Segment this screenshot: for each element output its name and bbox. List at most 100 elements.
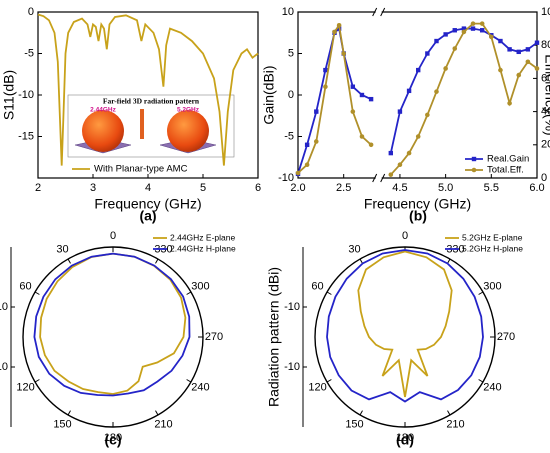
theta-tick xyxy=(326,379,332,383)
legend-label: With Planar-type AMC xyxy=(94,164,188,175)
theta-tick xyxy=(478,291,484,295)
legend-label: Total.Eff. xyxy=(487,165,524,176)
radial-tick-label: -10 xyxy=(284,361,300,373)
marker xyxy=(507,101,512,106)
marker xyxy=(507,47,512,52)
x-tick-label: 4 xyxy=(145,182,151,194)
marker xyxy=(434,89,439,94)
marker xyxy=(397,109,403,114)
legend-label: 2.44GHz H-plane xyxy=(170,243,236,253)
marker xyxy=(443,32,448,37)
radial-tick-label: -10 xyxy=(0,361,8,373)
inset-pattern xyxy=(167,110,209,152)
y2-tick-label: 0 xyxy=(541,172,547,184)
marker xyxy=(406,150,412,156)
marker xyxy=(313,139,319,144)
marker xyxy=(416,67,421,73)
panel-caption: (b) xyxy=(409,208,427,224)
x-tick-label: 2.0 xyxy=(290,182,305,194)
theta-tick-label: 210 xyxy=(446,418,464,430)
marker xyxy=(434,38,439,44)
marker xyxy=(406,88,412,94)
theta-tick-label: 30 xyxy=(348,243,360,255)
theta-tick-label: 270 xyxy=(205,331,223,343)
marker xyxy=(304,162,310,168)
y-axis-label: Radiation pattern (dBi) xyxy=(266,267,282,407)
axis-break xyxy=(372,173,386,183)
theta-tick xyxy=(359,410,363,416)
y-tick-label: 10 xyxy=(282,6,294,18)
polar-frame xyxy=(22,246,204,428)
marker xyxy=(498,38,503,44)
pattern-line xyxy=(39,252,187,395)
marker xyxy=(452,46,458,51)
marker xyxy=(397,162,403,168)
marker xyxy=(295,170,301,176)
theta-tick-label: 60 xyxy=(311,280,323,292)
y-tick-label: -5 xyxy=(284,130,294,142)
theta-tick-label: 150 xyxy=(345,418,363,430)
marker xyxy=(314,109,319,114)
theta-tick xyxy=(186,291,192,295)
radial-tick-label: -10 xyxy=(284,301,300,313)
y2-axis-label: Efficiency(%) xyxy=(542,54,550,135)
y-axis-label: Gain(dBi) xyxy=(261,65,277,124)
axis-break xyxy=(372,7,386,17)
pattern-line xyxy=(326,249,484,403)
theta-tick xyxy=(186,379,192,383)
marker xyxy=(388,150,394,156)
legend-label: 2.44GHz E-plane xyxy=(170,232,235,242)
marker xyxy=(388,172,394,177)
marker xyxy=(323,84,328,89)
marker xyxy=(425,51,430,56)
marker xyxy=(350,84,356,89)
marker xyxy=(415,134,421,139)
x-tick-label: 2.5 xyxy=(336,182,351,194)
inset-pattern xyxy=(82,110,124,152)
legend-label: 5.2GHz E-plane xyxy=(462,232,523,242)
inset-colorbar xyxy=(140,109,144,139)
y2-tick-label: 100 xyxy=(541,6,550,18)
marker xyxy=(359,92,365,98)
legend-marker xyxy=(471,167,477,173)
theta-tick xyxy=(447,410,451,416)
polar-frame xyxy=(314,246,496,428)
marker xyxy=(368,142,374,148)
y-tick-label: 0 xyxy=(288,89,294,101)
theta-tick-label: 300 xyxy=(191,280,209,292)
theta-tick-label: 210 xyxy=(154,418,172,430)
theta-tick-label: 150 xyxy=(53,418,71,430)
marker xyxy=(479,28,485,33)
pattern-line xyxy=(357,250,453,398)
theta-tick-label: 0 xyxy=(110,230,116,242)
theta-tick-label: 300 xyxy=(483,280,501,292)
theta-tick xyxy=(326,291,332,295)
marker xyxy=(452,28,457,33)
theta-tick-label: 0 xyxy=(402,230,408,242)
marker xyxy=(470,21,476,26)
marker xyxy=(489,34,494,40)
marker xyxy=(304,142,310,147)
series-line xyxy=(297,26,538,175)
marker xyxy=(534,66,540,71)
theta-tick xyxy=(67,410,71,416)
marker xyxy=(479,21,485,26)
theta-tick xyxy=(34,379,40,383)
marker xyxy=(443,66,448,71)
x-tick-label: 3 xyxy=(90,182,96,194)
inset-label: 2.44GHz xyxy=(90,107,116,114)
marker xyxy=(470,26,476,31)
series-line xyxy=(297,22,538,176)
y-tick-label: 5 xyxy=(288,47,294,59)
y-tick-label: 0 xyxy=(28,6,34,18)
marker xyxy=(323,67,328,73)
y-tick-label: -15 xyxy=(18,130,34,142)
y-tick-label: -10 xyxy=(18,89,34,101)
series-line xyxy=(37,13,259,166)
x-tick-label: 6.0 xyxy=(529,182,544,194)
marker xyxy=(525,47,531,52)
theta-tick-label: 180 xyxy=(104,432,122,444)
theta-tick-label: 180 xyxy=(396,432,414,444)
legend-label: 5.2GHz H-plane xyxy=(462,243,523,253)
